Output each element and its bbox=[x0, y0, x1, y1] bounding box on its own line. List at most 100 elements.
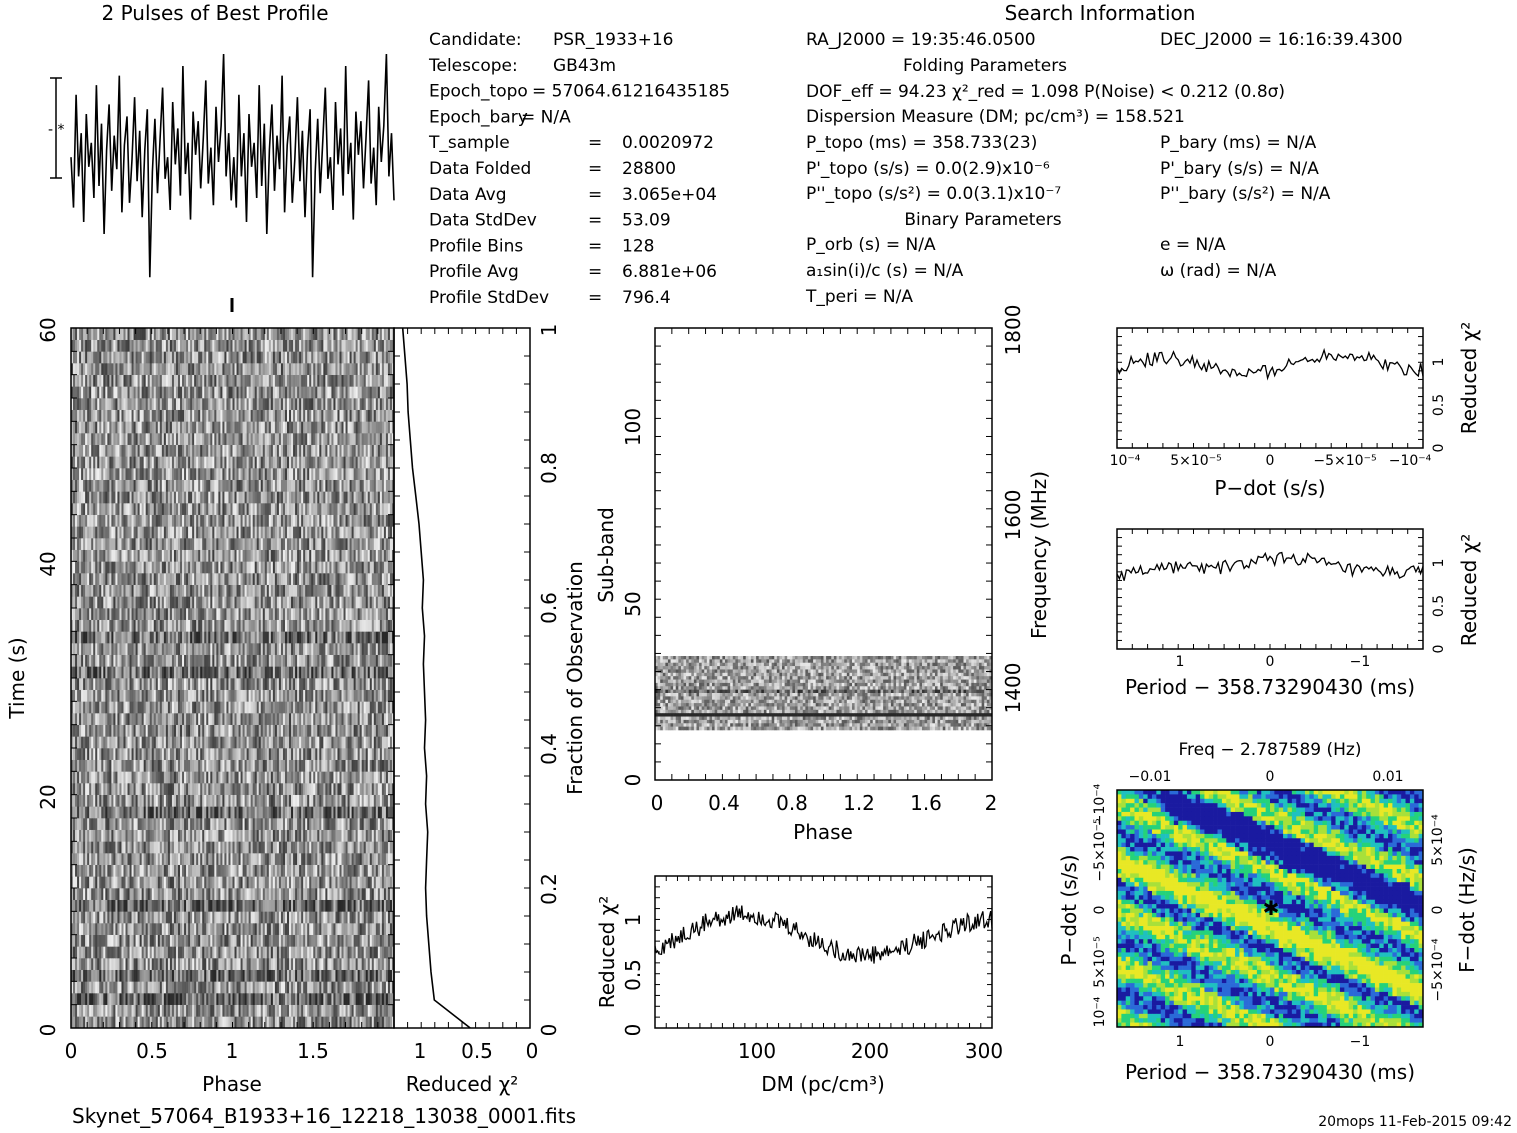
tp-cell bbox=[159, 736, 163, 749]
tp-cell bbox=[236, 736, 239, 749]
tp-cell bbox=[270, 934, 274, 947]
tp-cell bbox=[184, 934, 187, 947]
tp-cell bbox=[73, 666, 76, 679]
tp-cell bbox=[333, 876, 336, 889]
tp-cell bbox=[155, 829, 159, 842]
tp-cell bbox=[206, 1004, 209, 1017]
tp-cell bbox=[287, 794, 290, 807]
tp-cell bbox=[147, 794, 151, 807]
tp-cell bbox=[139, 736, 142, 749]
tp-cell bbox=[347, 759, 350, 772]
tp-cell bbox=[373, 713, 377, 725]
tp-cell bbox=[351, 876, 354, 889]
tp-cell bbox=[238, 864, 241, 877]
tp-cell bbox=[268, 958, 272, 970]
tp-cell bbox=[119, 818, 122, 830]
tp-cell bbox=[123, 993, 126, 1005]
tp-cell bbox=[125, 666, 128, 679]
tp-cell bbox=[375, 899, 379, 912]
tp-cell bbox=[210, 934, 213, 947]
tp-cell bbox=[280, 923, 284, 935]
tp-cell bbox=[123, 829, 126, 842]
tp-cell bbox=[307, 864, 310, 877]
tp-cell bbox=[274, 748, 278, 760]
tp-cell bbox=[87, 678, 90, 690]
tp-cell bbox=[242, 853, 245, 865]
tp-cell bbox=[226, 818, 229, 830]
tp-cell bbox=[327, 946, 330, 959]
tp-cell bbox=[153, 689, 157, 702]
tp-cell bbox=[361, 724, 365, 737]
tp-cell bbox=[266, 689, 270, 702]
tp-cell bbox=[381, 806, 385, 819]
tp-cell bbox=[367, 678, 371, 690]
tp-cell bbox=[325, 876, 328, 889]
tp-cell bbox=[117, 713, 120, 725]
tp-cell bbox=[71, 899, 74, 912]
tp-cell bbox=[319, 689, 322, 702]
tp-cell bbox=[111, 678, 114, 690]
tp-cell bbox=[224, 689, 227, 702]
tp-cell bbox=[87, 888, 90, 900]
tp-cell bbox=[246, 993, 249, 1005]
tp-cell bbox=[157, 771, 161, 784]
tp-cell bbox=[373, 969, 377, 982]
tp-cell bbox=[268, 806, 272, 819]
tp-cell bbox=[299, 864, 302, 877]
tp-cell bbox=[234, 771, 237, 784]
tp-cell bbox=[202, 783, 205, 795]
tp-cell bbox=[258, 934, 262, 947]
tp-cell bbox=[240, 864, 243, 877]
tp-cell bbox=[123, 748, 126, 760]
tp-cell bbox=[157, 829, 161, 842]
tp-cell bbox=[293, 911, 296, 924]
tp-cell bbox=[153, 923, 157, 935]
tp-cell bbox=[129, 864, 132, 877]
tp-cell bbox=[161, 899, 165, 912]
tp-cell bbox=[121, 993, 124, 1005]
tp-cell bbox=[171, 1016, 175, 1029]
tp-cell bbox=[274, 911, 278, 924]
tp-cell bbox=[353, 1004, 356, 1017]
tp-cell bbox=[125, 1016, 128, 1029]
tp-cell bbox=[75, 841, 78, 854]
tp-cell bbox=[258, 759, 262, 772]
tp-cell bbox=[343, 981, 346, 994]
tp-cell bbox=[93, 853, 96, 865]
tp-cell bbox=[363, 911, 367, 924]
tp-cell bbox=[248, 899, 251, 912]
tp-cell bbox=[303, 689, 306, 702]
tp-cell bbox=[262, 899, 266, 912]
tp-cell bbox=[349, 713, 352, 725]
tp-cell bbox=[299, 911, 302, 924]
tp-cell bbox=[349, 864, 352, 877]
tp-cell bbox=[321, 759, 324, 772]
tp-cell bbox=[297, 888, 300, 900]
tp-cell bbox=[147, 1016, 151, 1029]
tp-cell bbox=[303, 1016, 306, 1029]
tp-cell bbox=[95, 923, 98, 935]
tp-cell bbox=[113, 736, 116, 749]
tp-cell bbox=[359, 888, 362, 900]
tp-cell bbox=[335, 829, 338, 842]
tp-cell bbox=[325, 783, 328, 795]
tp-cell bbox=[387, 864, 391, 877]
tp-cell bbox=[208, 689, 211, 702]
tp-cell bbox=[297, 748, 300, 760]
tp-cell bbox=[147, 689, 151, 702]
tp-cell bbox=[266, 958, 270, 970]
tp-cell bbox=[77, 806, 80, 819]
tp-cell bbox=[73, 958, 76, 970]
tp-cell bbox=[190, 759, 193, 772]
tp-cell bbox=[301, 993, 304, 1005]
tp-cell bbox=[87, 876, 90, 889]
tp-cell bbox=[159, 841, 163, 854]
tp-cell bbox=[107, 864, 110, 877]
tp-cell bbox=[240, 759, 243, 772]
tp-cell bbox=[141, 1016, 144, 1029]
dm-text: Dispersion Measure (DM; pc/cm³) = 158.52… bbox=[806, 107, 1185, 127]
tp-cell bbox=[343, 818, 346, 830]
tp-cell bbox=[171, 794, 175, 807]
tp-cell bbox=[81, 771, 84, 784]
tp-cell bbox=[161, 678, 165, 690]
